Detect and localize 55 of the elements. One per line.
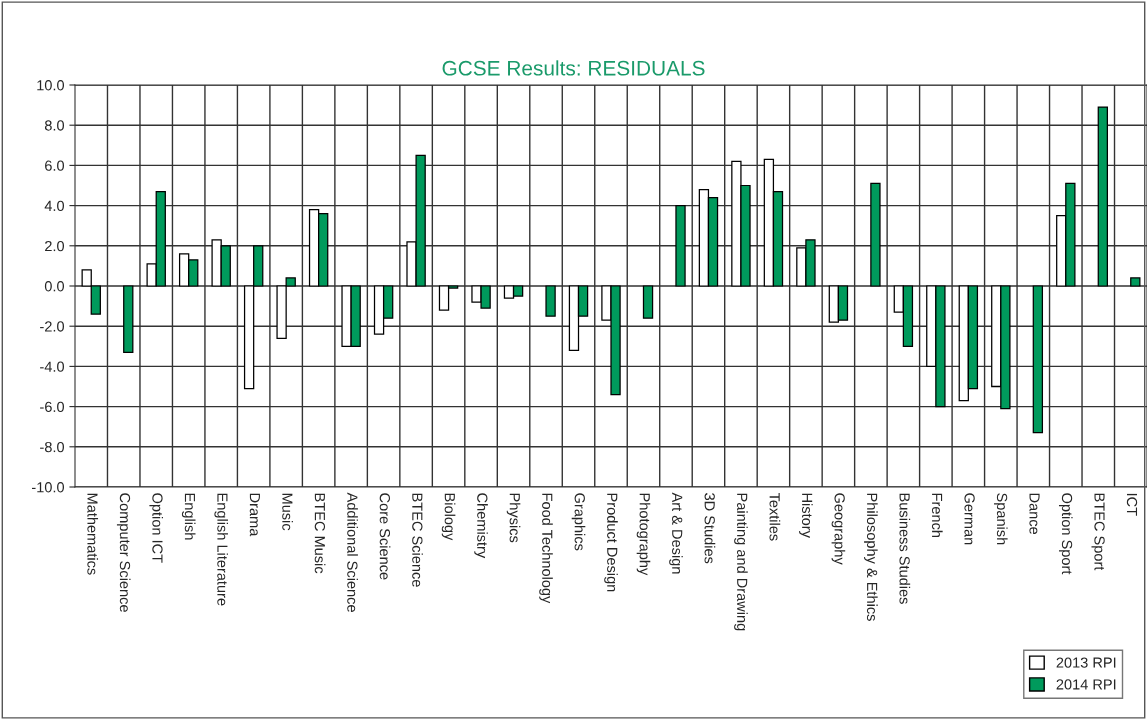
x-tick-label: Art & Design: [669, 492, 683, 574]
x-tick-label: Chemistry: [474, 493, 488, 559]
x-tick-label: BTEC Sport: [1091, 493, 1105, 571]
x-tick-label: Painting and Drawing: [734, 493, 748, 631]
y-tick-label: -6.0: [40, 401, 65, 413]
x-tick-label: Dance: [1029, 493, 1040, 535]
chart-title: GCSE Results: RESIDUALS: [442, 60, 705, 76]
x-tick-label: Business Studies: [899, 493, 911, 604]
bar: [1130, 277, 1141, 287]
x-tick-label: Textiles: [769, 492, 781, 541]
x-tick-label: Biology: [441, 493, 456, 541]
x-tick-label: French: [931, 493, 943, 537]
x-tick-label: English: [181, 493, 196, 540]
bar: [870, 182, 881, 287]
y-tick-label: -10.0: [31, 482, 65, 493]
x-tick-label: BTEC Science: [412, 493, 423, 587]
legend-label: 2014 RPI: [1056, 679, 1116, 690]
x-tick-label: Graphics: [571, 493, 586, 551]
x-tick-label: ICT: [1126, 493, 1138, 516]
y-tick-label: 10.0: [37, 80, 65, 91]
y-tick-label: 4.0: [44, 200, 65, 212]
x-tick-label: Physics: [506, 493, 521, 543]
x-tick-label: Philosophy & Ethics: [864, 493, 878, 621]
y-tick-label: 0.0: [44, 281, 65, 292]
y-tick-label: -4.0: [40, 361, 65, 372]
bar: [642, 285, 654, 319]
bar: [545, 285, 556, 317]
x-tick-label: Geography: [831, 493, 846, 565]
x-tick-label: 3D Studies: [704, 493, 716, 564]
x-tick-label: Core Science: [379, 493, 391, 580]
x-tick-label: Drama: [249, 493, 260, 537]
x-tick-label: Mathematics: [87, 493, 99, 575]
x-tick-label: Additional Science: [347, 492, 358, 612]
x-tick-label: Option ICT: [149, 493, 164, 563]
bar: [1097, 106, 1108, 287]
x-tick-label: Music: [282, 493, 293, 531]
x-tick-label: English Literature: [214, 493, 228, 606]
legend-label: 2013 RPI: [1056, 657, 1116, 668]
x-tick-label: Food Technology: [539, 493, 553, 604]
bar: [1032, 285, 1044, 434]
bar: [123, 285, 134, 353]
bar: [675, 204, 686, 287]
x-tick-label: Option Sport: [1058, 493, 1073, 575]
x-tick-label: Product Design: [604, 493, 618, 592]
x-tick-label: Photography: [636, 493, 651, 576]
x-tick-label: Spanish: [994, 493, 1008, 545]
y-tick-label: -8.0: [40, 441, 65, 453]
x-tick-label: Computer Science: [116, 493, 131, 612]
x-tick-label: BTEC Music: [314, 493, 326, 574]
y-tick-label: -2.0: [40, 321, 65, 332]
y-tick-label: 6.0: [45, 160, 65, 171]
y-tick-label: 2.0: [45, 240, 65, 252]
x-tick-label: German: [964, 493, 975, 545]
x-tick-label: History: [799, 493, 813, 538]
y-tick-label: 8.0: [44, 120, 65, 131]
